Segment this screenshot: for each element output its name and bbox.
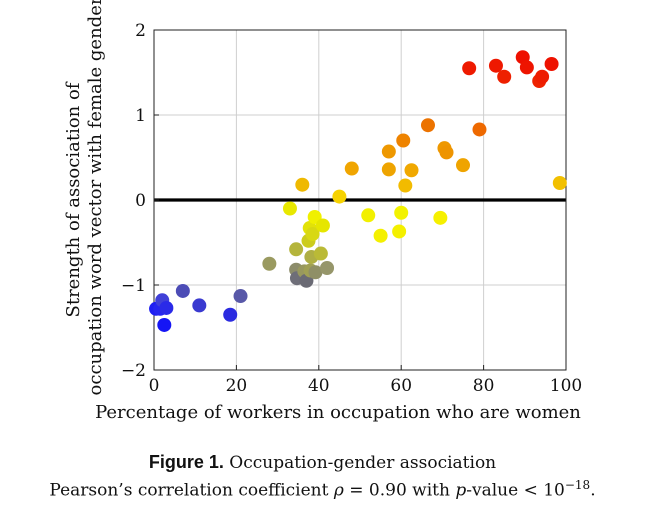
data-point [157,317,172,332]
rho-symbol: ρ [333,480,344,501]
x-tick-label: 80 [473,376,495,396]
data-point [420,118,435,133]
data-point [262,256,277,271]
data-point [488,58,503,73]
data-point [313,246,328,261]
caption-prefix: Pearson’s correlation coefficient [49,480,334,501]
data-point [462,61,477,76]
data-point [233,289,248,304]
x-tick-label: 0 [149,376,160,396]
y-tick-label: 2 [135,21,146,41]
data-point [282,201,297,216]
y-axis-label-line2: occupation word vector with female gende… [85,0,106,395]
data-point [552,176,567,190]
data-point [394,205,409,220]
data-point [305,227,320,241]
data-point [361,208,376,223]
x-tick-label: 60 [390,376,412,396]
figure-label: Figure 1. [148,452,224,472]
data-point [439,145,454,160]
data-point [320,261,335,275]
data-point [433,210,448,225]
figure-caption-stats: Pearson’s correlation coefficient ρ = 0.… [0,478,645,501]
y-tick-label: −2 [121,361,146,381]
x-tick-label: 40 [308,376,330,396]
data-point [392,224,407,239]
y-tick-label: 0 [135,191,146,211]
caption-title: Occupation-gender association [229,453,497,473]
y-axis-label-line1: Strength of association of [63,81,84,317]
y-tick-label: 1 [135,106,146,126]
data-point [398,178,413,193]
x-tick-label: 20 [226,376,248,396]
data-point [404,163,419,178]
p-symbol: p [455,480,467,501]
figure-caption-title: Figure 1. Occupation-gender association [0,452,645,473]
x-axis-label: Percentage of workers in occupation who … [95,402,581,423]
data-point [289,242,304,257]
data-point [373,228,388,243]
data-point [175,283,190,298]
data-point [472,122,487,137]
data-point [159,300,174,315]
caption-period: . [590,480,596,501]
data-point [295,177,310,192]
data-point [344,161,359,176]
caption-suffix: -value < 10 [466,480,565,501]
data-point [332,189,347,204]
data-point [544,57,559,71]
x-tick-label: 100 [550,376,582,396]
data-point [192,298,207,313]
data-point [315,218,330,233]
data-point [381,144,396,159]
data-point [535,69,550,84]
y-tick-label: −1 [121,276,146,296]
data-point [223,307,238,322]
caption-mid: = 0.90 with [343,480,456,501]
data-point [381,162,396,177]
data-point [308,265,323,280]
data-point [519,60,534,75]
data-point [456,158,470,173]
scatter-chart: 0 20 40 60 80 100 −2 −1 0 1 2 Percentage of worker… [63,0,582,423]
data-point [497,69,512,84]
caption-exponent: −18 [564,478,591,492]
data-point [396,133,411,148]
